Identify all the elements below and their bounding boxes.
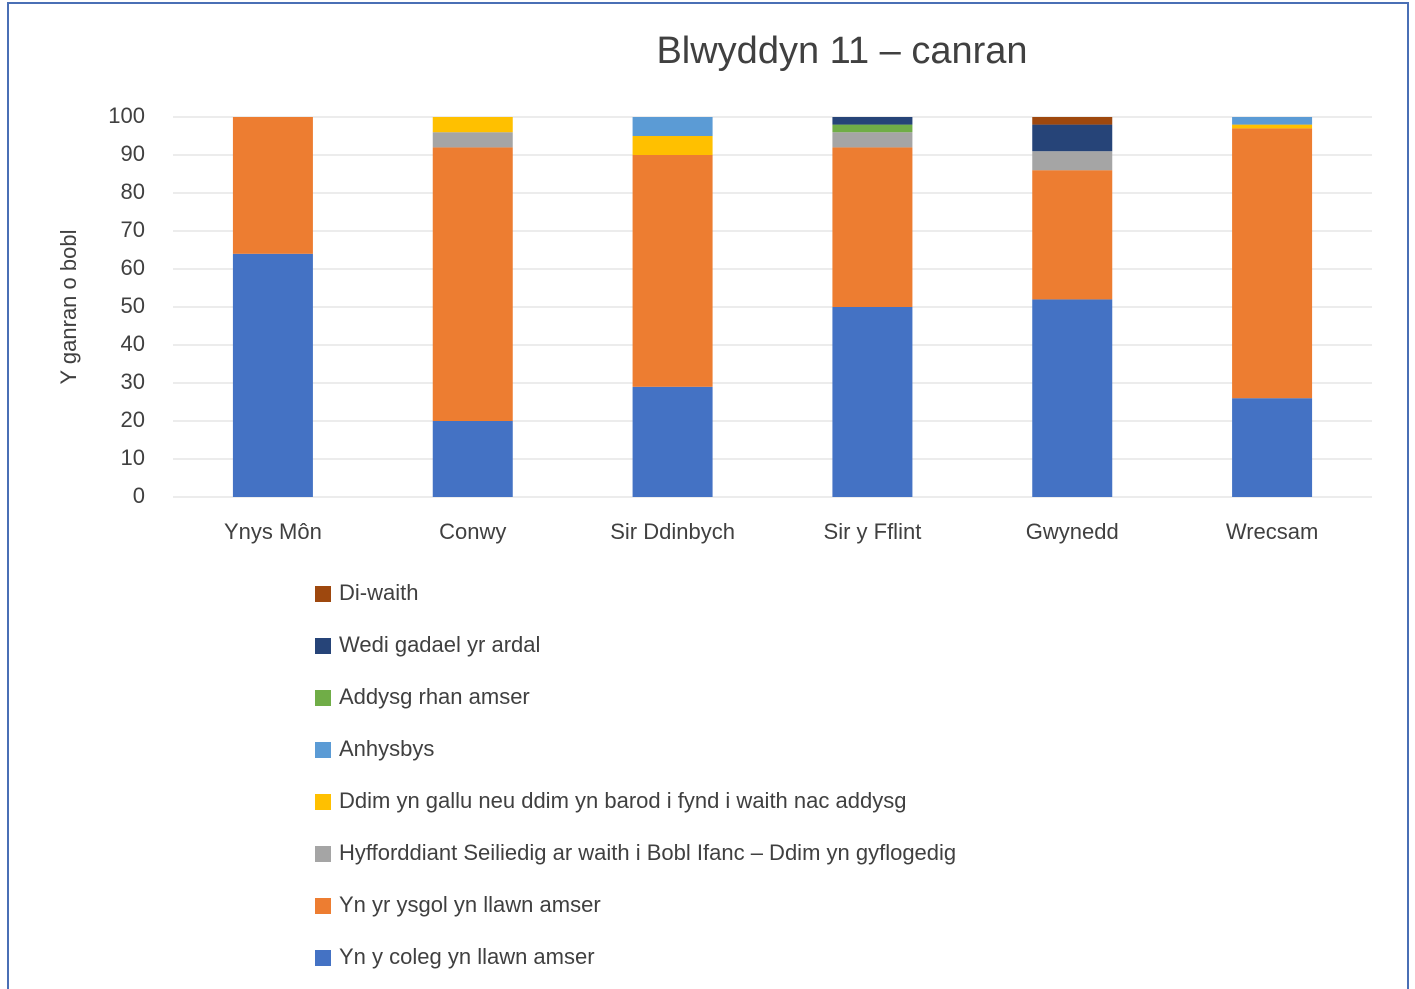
legend-label: Ddim yn gallu neu ddim yn barod i fynd i… bbox=[339, 788, 906, 813]
bar-segment bbox=[632, 386, 713, 497]
bar-segment bbox=[832, 117, 913, 125]
legend-label: Yn y coleg yn llawn amser bbox=[339, 944, 595, 969]
bar-segment bbox=[1032, 117, 1113, 125]
x-tick-label: Ynys Môn bbox=[224, 519, 322, 544]
x-tick-label: Sir y Fflint bbox=[824, 519, 922, 544]
legend-swatch bbox=[315, 638, 331, 654]
legend-swatch bbox=[315, 586, 331, 602]
y-tick-label: 0 bbox=[133, 483, 145, 508]
x-tick-label: Conwy bbox=[439, 519, 506, 544]
legend-swatch bbox=[315, 690, 331, 706]
bar-segment bbox=[832, 124, 913, 133]
bar-segment bbox=[1032, 151, 1113, 171]
legend-swatch bbox=[315, 742, 331, 758]
y-tick-label: 80 bbox=[121, 179, 145, 204]
bar-segment bbox=[1232, 128, 1313, 399]
legend-label: Di-waith bbox=[339, 580, 418, 605]
legend-label: Anhysbys bbox=[339, 736, 434, 761]
x-tick-label: Gwynedd bbox=[1026, 519, 1119, 544]
y-tick-label: 60 bbox=[121, 255, 145, 280]
y-tick-label: 20 bbox=[121, 407, 145, 432]
bar-segment bbox=[432, 117, 513, 133]
legend-swatch bbox=[315, 898, 331, 914]
x-tick-label: Sir Ddinbych bbox=[610, 519, 735, 544]
bar-segment bbox=[1032, 299, 1113, 497]
bar-segment bbox=[432, 421, 513, 497]
bar-segment bbox=[432, 132, 513, 148]
y-tick-label: 10 bbox=[121, 445, 145, 470]
bar-segment bbox=[632, 155, 713, 387]
y-tick-label: 100 bbox=[108, 103, 145, 128]
legend-label: Addysg rhan amser bbox=[339, 684, 530, 709]
y-tick-label: 90 bbox=[121, 141, 145, 166]
bar-segment bbox=[632, 117, 713, 136]
y-tick-label: 40 bbox=[121, 331, 145, 356]
legend-swatch bbox=[315, 950, 331, 966]
chart-title: Blwyddyn 11 – canran bbox=[656, 30, 1027, 72]
bar-segment bbox=[1232, 117, 1313, 125]
bar-segment bbox=[832, 147, 913, 307]
bar-segment bbox=[1232, 124, 1313, 129]
y-tick-label: 30 bbox=[121, 369, 145, 394]
bar-segment bbox=[832, 307, 913, 497]
y-axis-label: Y ganran o bobl bbox=[56, 230, 81, 385]
bar-segment bbox=[232, 117, 313, 254]
bar-segment bbox=[632, 136, 713, 155]
legend-swatch bbox=[315, 846, 331, 862]
bar-segment bbox=[1032, 170, 1113, 300]
bar-segment bbox=[432, 147, 513, 421]
legend-swatch bbox=[315, 794, 331, 810]
y-tick-label: 50 bbox=[121, 293, 145, 318]
y-tick-label: 70 bbox=[121, 217, 145, 242]
bar-segment bbox=[1032, 124, 1113, 152]
legend-label: Yn yr ysgol yn llawn amser bbox=[339, 892, 601, 917]
legend-label: Wedi gadael yr ardal bbox=[339, 632, 540, 657]
bar-segment bbox=[832, 132, 913, 148]
legend-label: Hyfforddiant Seiliedig ar waith i Bobl I… bbox=[339, 840, 956, 865]
bar-segment bbox=[232, 253, 313, 497]
bar-segment bbox=[1232, 398, 1313, 497]
x-tick-label: Wrecsam bbox=[1226, 519, 1319, 544]
